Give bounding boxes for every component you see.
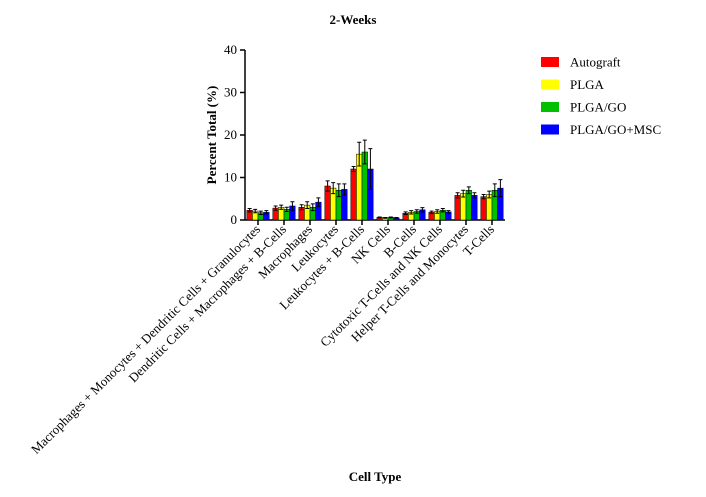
error-bar (342, 183, 347, 196)
y-tick-label: 0 (231, 212, 238, 227)
error-bar (336, 183, 341, 198)
error-bar (420, 207, 425, 213)
error-bar (357, 141, 362, 167)
error-bar (461, 189, 466, 198)
bar (471, 195, 478, 221)
error-bar (273, 205, 278, 211)
error-bar (362, 139, 367, 165)
y-axis-label: Percent Total (%) (204, 86, 219, 185)
error-bar (429, 210, 434, 215)
error-bar (466, 186, 471, 195)
error-bar (253, 208, 258, 214)
legend-swatch (541, 124, 559, 135)
legend-swatch (541, 102, 559, 112)
x-tick-label: Macrophages + Monocytes + Dendritic Cell… (28, 222, 263, 457)
legend-label: PLGA/GO (570, 100, 626, 115)
legend-label: PLGA/GO+MSC (570, 122, 661, 137)
bar (480, 196, 487, 221)
error-bar (446, 210, 451, 214)
error-bar (247, 208, 252, 213)
error-bar (368, 148, 373, 190)
y-tick-label: 30 (224, 85, 237, 100)
legend-swatch (541, 57, 559, 67)
error-bar (284, 206, 289, 212)
error-bar (316, 197, 321, 207)
legend-label: PLGA (570, 77, 605, 92)
error-bar (409, 210, 414, 215)
error-bar (325, 180, 330, 192)
error-bar (487, 190, 492, 199)
error-bar (290, 201, 295, 211)
error-bar (279, 204, 284, 210)
x-axis-label: Cell Type (349, 469, 402, 484)
y-tick-label: 40 (224, 42, 237, 57)
error-bar (383, 216, 388, 219)
error-bar (403, 211, 408, 215)
error-bar (305, 201, 310, 210)
y-tick-label: 20 (224, 127, 237, 142)
legend-swatch (541, 79, 559, 90)
bar (460, 193, 467, 221)
error-bar (481, 194, 486, 200)
bar (454, 195, 461, 221)
error-bar (440, 208, 445, 213)
error-bar (472, 192, 477, 199)
error-bar (299, 204, 304, 211)
error-bar (310, 203, 315, 212)
error-bar (388, 216, 393, 219)
error-bar (414, 209, 419, 214)
x-tick-label: Dendritic Cells + Macrophages + B-Cells (125, 222, 289, 386)
error-bar (331, 182, 336, 195)
y-tick-label: 10 (224, 170, 237, 185)
error-bar (377, 216, 382, 219)
legend-label: Autograft (570, 55, 621, 70)
error-bar (435, 209, 440, 214)
error-bar (351, 165, 356, 173)
error-bar (492, 183, 497, 198)
error-bar (264, 210, 269, 215)
chart-title: 2-Weeks (330, 12, 377, 27)
bar (465, 190, 472, 221)
error-bar (258, 210, 263, 215)
error-bar (394, 216, 399, 219)
bar (350, 168, 357, 221)
error-bar (498, 179, 503, 198)
error-bar (455, 192, 460, 199)
